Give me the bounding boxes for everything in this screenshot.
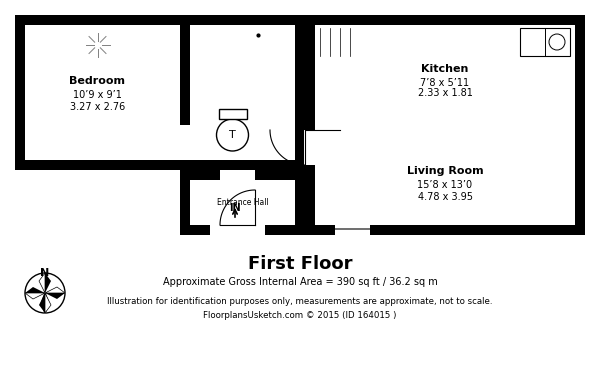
Bar bbox=[220, 225, 255, 235]
Bar bbox=[220, 170, 255, 192]
Bar bbox=[304, 130, 316, 165]
Circle shape bbox=[549, 34, 565, 50]
Bar bbox=[315, 140, 575, 225]
Text: 2.33 x 1.81: 2.33 x 1.81 bbox=[418, 89, 472, 99]
Text: 7’8 x 5’11: 7’8 x 5’11 bbox=[421, 77, 470, 87]
Text: T: T bbox=[229, 130, 236, 140]
Bar bbox=[180, 225, 220, 235]
Bar bbox=[220, 225, 255, 235]
Bar bbox=[315, 25, 575, 130]
Polygon shape bbox=[45, 293, 65, 299]
Bar bbox=[305, 225, 335, 235]
Bar bbox=[25, 25, 180, 160]
Bar bbox=[315, 140, 575, 160]
Polygon shape bbox=[25, 293, 45, 299]
Bar bbox=[315, 25, 575, 140]
Text: Entrance Hall: Entrance Hall bbox=[217, 198, 268, 207]
Bar bbox=[15, 15, 585, 170]
Text: Illustration for identification purposes only, measurements are approximate, not: Illustration for identification purposes… bbox=[107, 297, 493, 306]
Bar bbox=[315, 140, 575, 225]
Bar bbox=[305, 170, 315, 235]
Text: 4.78 x 3.95: 4.78 x 3.95 bbox=[418, 192, 473, 202]
Bar bbox=[220, 225, 255, 237]
Bar bbox=[255, 225, 265, 235]
Bar bbox=[180, 170, 585, 235]
Polygon shape bbox=[25, 287, 45, 293]
Text: 3.27 x 2.76: 3.27 x 2.76 bbox=[70, 103, 125, 112]
Text: IN: IN bbox=[229, 203, 241, 213]
Bar bbox=[218, 109, 247, 119]
Polygon shape bbox=[41, 293, 49, 313]
Bar bbox=[179, 125, 191, 160]
Bar bbox=[520, 28, 570, 56]
Bar bbox=[218, 109, 247, 119]
Bar bbox=[190, 25, 295, 160]
Polygon shape bbox=[41, 293, 49, 313]
Bar bbox=[315, 140, 575, 185]
Bar bbox=[25, 25, 180, 160]
Text: Living Room: Living Room bbox=[407, 166, 484, 176]
Text: Kitchen: Kitchen bbox=[421, 64, 469, 74]
Bar bbox=[180, 170, 190, 235]
Bar bbox=[190, 180, 295, 225]
Text: FloorplansUsketch.com © 2015 (ID 164015 ): FloorplansUsketch.com © 2015 (ID 164015 … bbox=[203, 311, 397, 320]
Polygon shape bbox=[45, 287, 65, 293]
Bar bbox=[335, 225, 370, 235]
Bar bbox=[335, 225, 370, 235]
Bar bbox=[255, 225, 305, 235]
Circle shape bbox=[217, 119, 248, 151]
Text: 10’9 x 9’1: 10’9 x 9’1 bbox=[73, 90, 122, 100]
Text: Approximate Gross Internal Area = 390 sq ft / 36.2 sq m: Approximate Gross Internal Area = 390 sq… bbox=[163, 277, 437, 287]
Text: First Floor: First Floor bbox=[248, 255, 352, 273]
Polygon shape bbox=[39, 293, 45, 313]
Bar bbox=[190, 25, 295, 160]
Bar bbox=[335, 225, 370, 237]
Bar bbox=[305, 130, 585, 140]
Bar bbox=[179, 125, 191, 160]
Bar bbox=[370, 225, 585, 235]
Bar bbox=[190, 180, 295, 225]
Polygon shape bbox=[45, 273, 51, 293]
Bar bbox=[304, 130, 316, 165]
Polygon shape bbox=[39, 273, 45, 293]
Bar bbox=[218, 109, 247, 119]
Text: 15’8 x 13’0: 15’8 x 13’0 bbox=[418, 180, 473, 190]
Bar bbox=[315, 180, 575, 225]
Text: N: N bbox=[40, 268, 50, 278]
Circle shape bbox=[25, 273, 65, 313]
Bar bbox=[210, 225, 220, 235]
Polygon shape bbox=[45, 293, 51, 313]
Bar bbox=[190, 180, 295, 225]
Text: Bedroom: Bedroom bbox=[70, 76, 125, 86]
